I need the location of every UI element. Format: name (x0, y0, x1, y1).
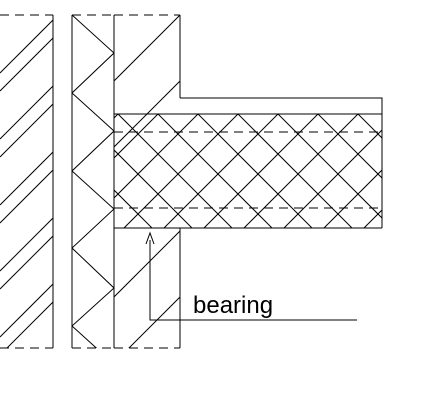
floor-screed (180, 97, 383, 114)
outer-wall-hatch (0, 19, 53, 348)
bearing-leader (145, 231, 357, 321)
screed-outline (180, 97, 383, 114)
leader-arrow-icon (145, 231, 155, 245)
slab-crosshatch (114, 114, 382, 228)
insulation-zigzag (72, 15, 114, 348)
outer-wall-leaf (0, 14, 54, 349)
inner-wall-leaf (114, 14, 181, 349)
insulation-layer (71, 14, 115, 349)
floor-slab (114, 113, 383, 229)
leader-line (149, 240, 357, 321)
inner-wall-hatch (114, 15, 180, 348)
bearing-label: bearing (193, 292, 273, 319)
